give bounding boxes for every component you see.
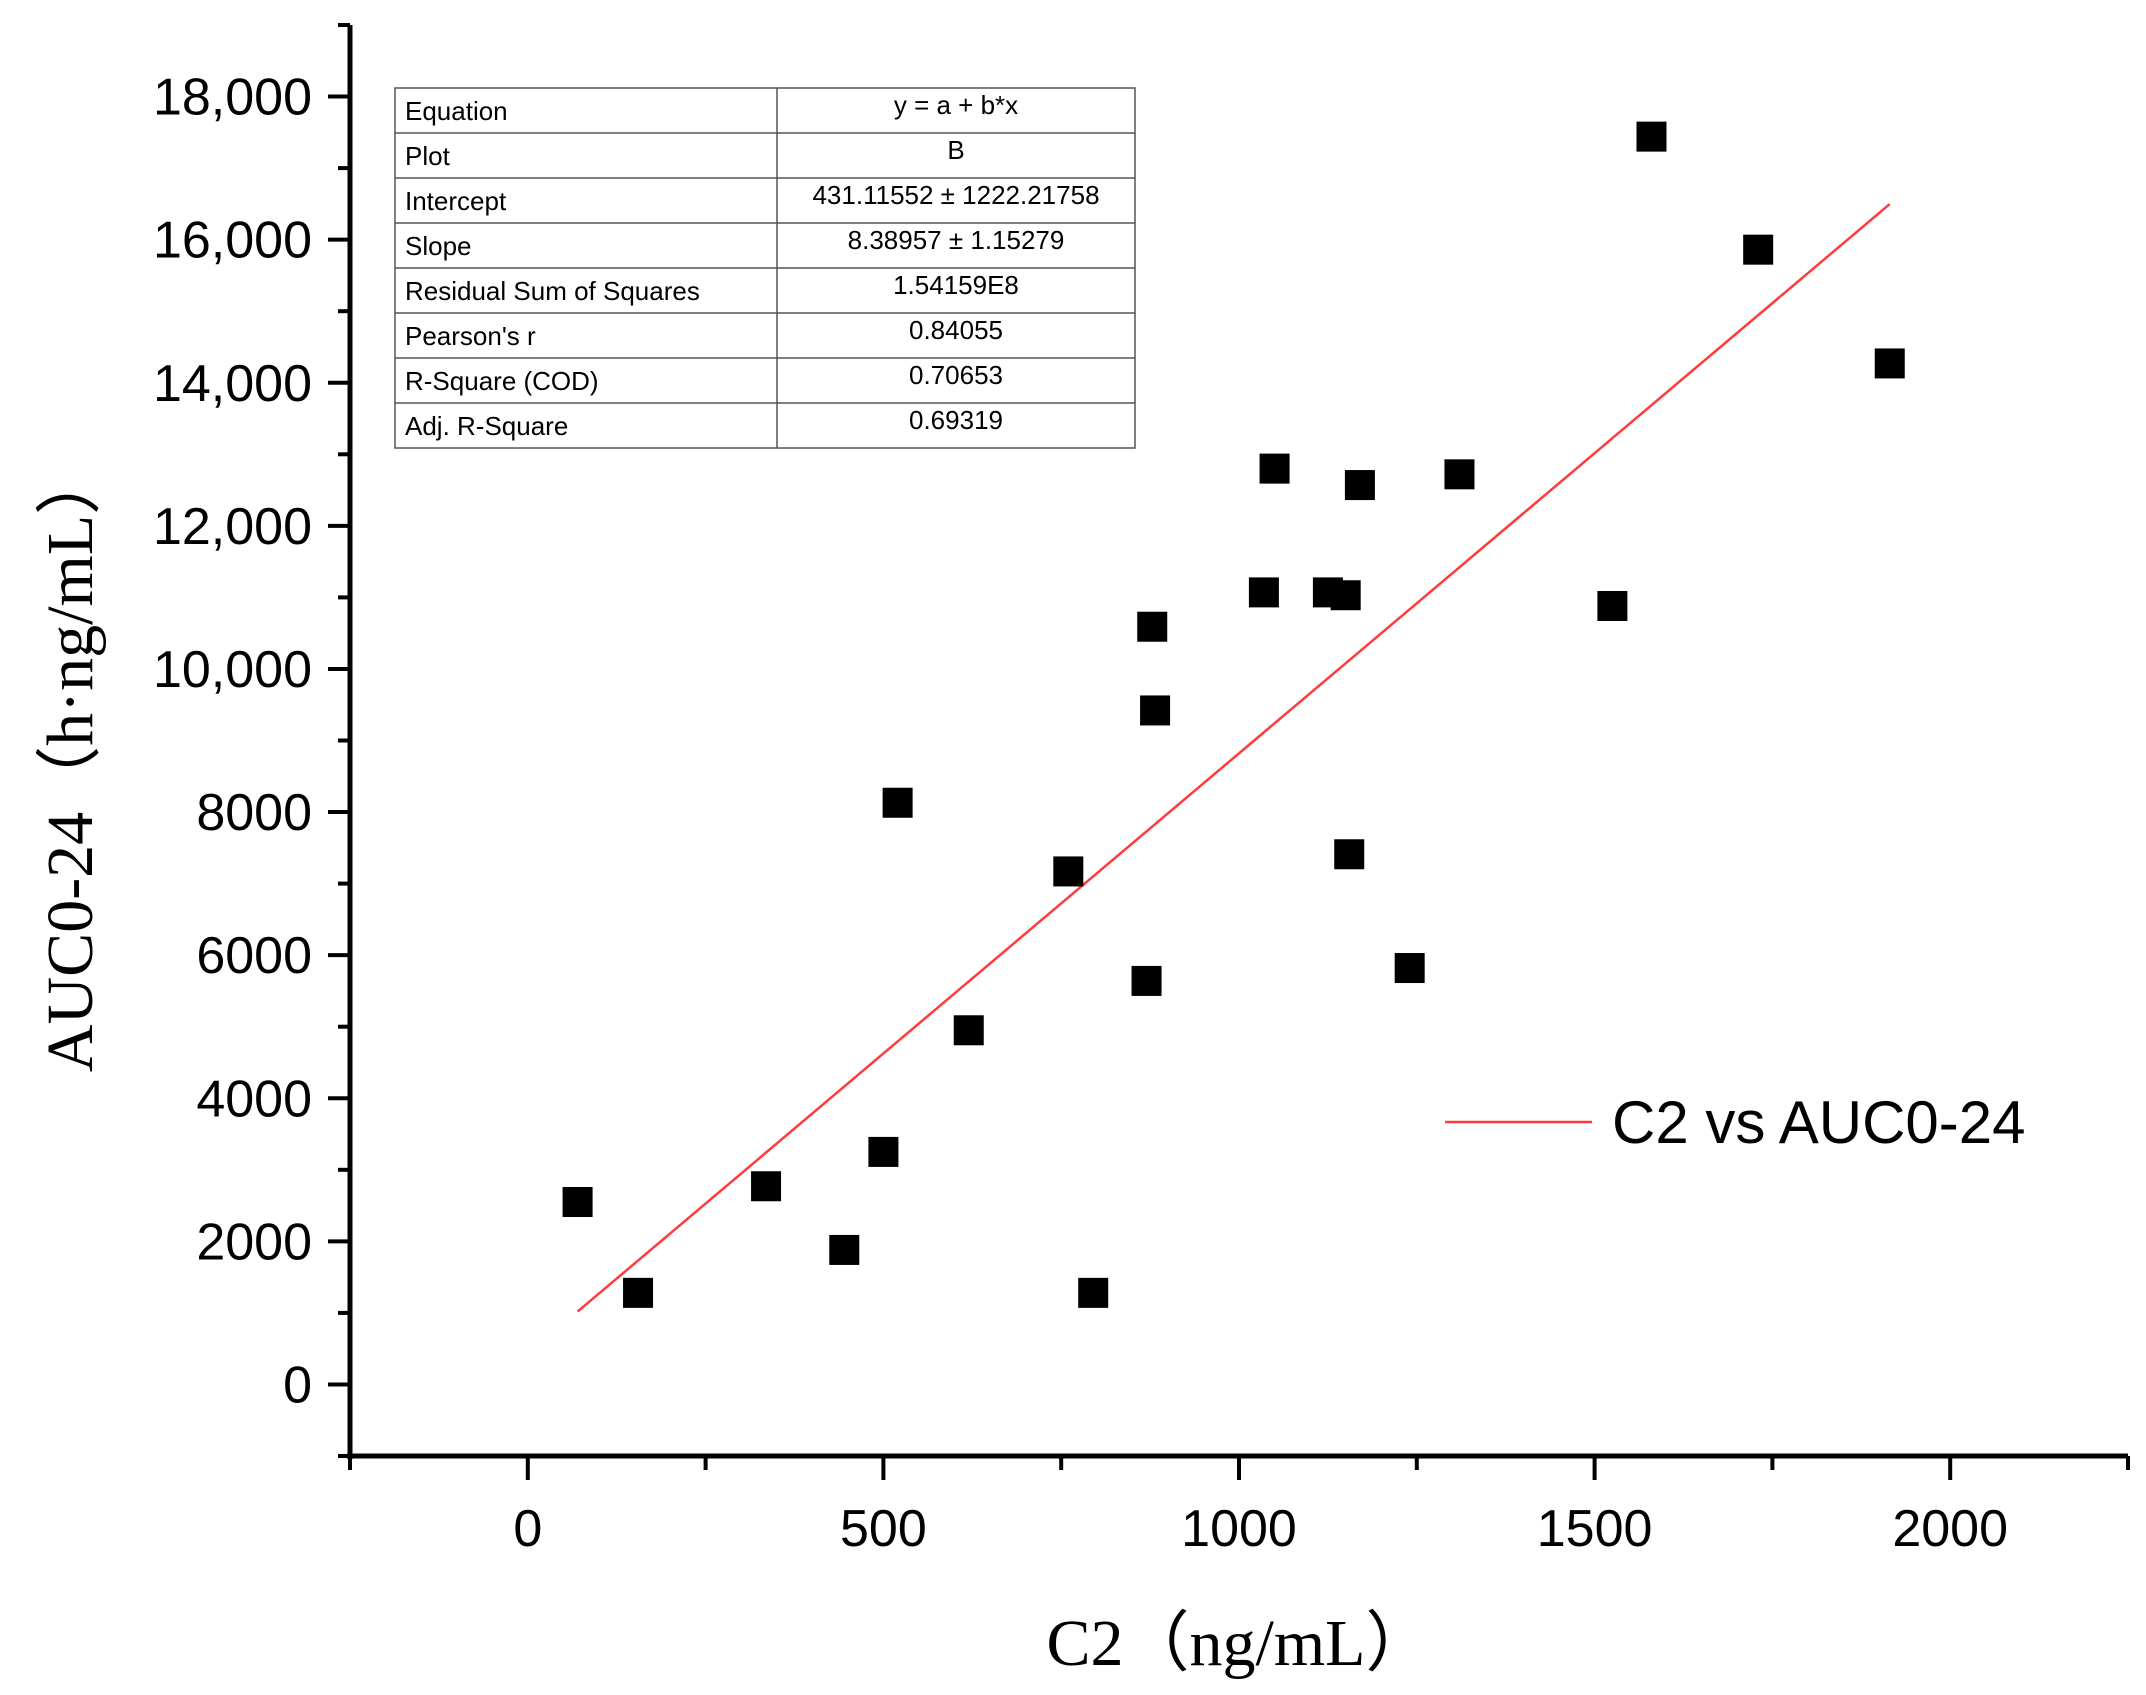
stats-row-value: 0.70653 [909,360,1003,390]
data-point [1743,234,1774,265]
data-point [868,1136,899,1167]
y-tick-label: 16,000 [153,212,312,270]
stats-row-value: B [947,135,964,165]
stats-row-value: y = a + b*x [894,90,1018,120]
legend-label: C2 vs AUC0-24 [1612,1089,2026,1156]
y-tick-label: 4000 [196,1070,312,1128]
stats-row-value: 0.84055 [909,315,1003,345]
y-tick-label: 2000 [196,1213,312,1271]
stats-row-label: Intercept [405,186,507,216]
data-point [1394,953,1425,984]
data-point [623,1277,654,1308]
x-tick-label: 2000 [1892,1500,2008,1558]
y-tick-label: 18,000 [153,69,312,127]
y-tick-label: 12,000 [153,498,312,556]
stats-row-value: 431.11552 ± 1222.21758 [812,180,1099,210]
data-point [1344,470,1375,501]
legend: C2 vs AUC0-24 [1445,1089,2026,1156]
y-tick-label: 6000 [196,927,312,985]
stats-row-label: Slope [405,231,472,261]
data-point [1259,453,1290,484]
y-tick-label: 8000 [196,784,312,842]
stats-row-label: Plot [405,141,451,171]
data-point [829,1234,860,1265]
data-point [882,787,913,818]
data-point [562,1186,593,1217]
data-point [1137,611,1168,642]
data-point [1444,459,1475,490]
data-point [953,1015,984,1046]
data-point [1334,839,1365,870]
stats-row-label: Pearson's r [405,321,536,351]
stats-row-value: 0.69319 [909,405,1003,435]
data-point [751,1171,782,1202]
data-point [1078,1277,1109,1308]
data-points [562,121,1905,1308]
x-tick-label: 1000 [1181,1500,1297,1558]
x-tick-label: 500 [840,1500,927,1558]
y-axis-title: AUC0-24（h·ng/mL） [34,449,107,1072]
y-tick-label: 0 [283,1356,312,1414]
stats-row-label: R-Square (COD) [405,366,599,396]
data-point [1248,577,1279,608]
data-point [1597,590,1628,621]
data-point [1874,348,1905,379]
stats-table: Equation y = a + b*x Plot B Intercept 431.115… [394,87,1136,449]
x-tick-label: 1500 [1537,1500,1653,1558]
data-point [1330,580,1361,611]
y-tick-label: 14,000 [153,355,312,413]
stats-row-label: Adj. R-Square [405,411,568,441]
x-axis-title: C2（ng/mL） [1046,1607,1431,1680]
stats-row-label: Residual Sum of Squares [405,276,700,306]
data-point [1636,121,1667,152]
y-tick-label: 10,000 [153,641,312,699]
stats-row-label: Equation [405,96,508,126]
stats-row-value: 8.38957 ± 1.15279 [848,225,1065,255]
axes: 0 2000 4000 6000 8000 10,000 12,000 14,000 16,00… [153,23,2130,1558]
fit-line [576,203,1891,1313]
fit-line-group [576,203,1891,1313]
x-tick-label: 0 [513,1500,542,1558]
data-point [1053,856,1084,887]
data-point [1140,695,1171,726]
stats-row-value: 1.54159E8 [893,270,1019,300]
data-point [1131,965,1162,996]
